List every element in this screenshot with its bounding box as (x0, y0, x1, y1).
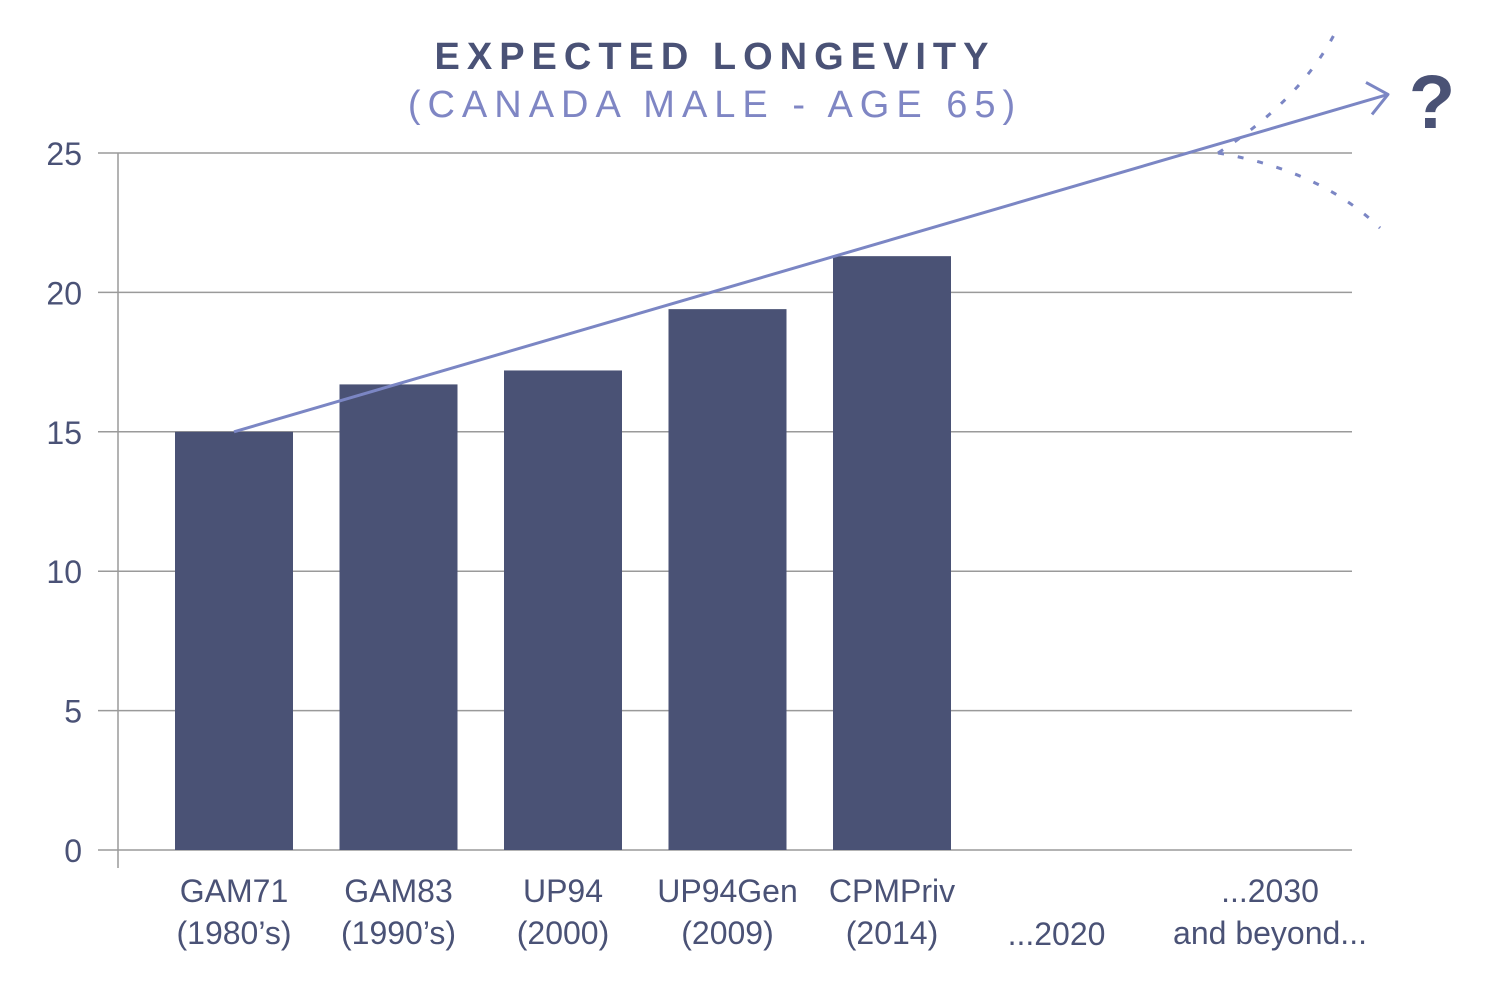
chart-subtitle: (CANADA MALE - AGE 65) (407, 84, 1023, 126)
y-tick-label: 25 (46, 136, 82, 172)
x-tick-label: UP94Gen (657, 873, 798, 909)
x-tick-label: CPMPriv (829, 873, 955, 909)
bar (175, 431, 293, 850)
x-tick-label: (2014) (846, 915, 939, 951)
y-tick-label: 5 (64, 694, 82, 730)
bar (339, 384, 458, 850)
x-tick-label: (1990’s) (341, 915, 456, 951)
trend-lower-bound (1217, 151, 1382, 230)
x-tick-label: GAM71 (180, 873, 288, 909)
bar (668, 309, 787, 850)
x-tick-label: ...2030 (1221, 873, 1319, 909)
x-tick-label: (2000) (517, 915, 610, 951)
chart-title: EXPECTED LONGEVITY (434, 36, 996, 78)
bar (833, 256, 951, 850)
bar (504, 370, 622, 850)
x-tick-label: (2009) (681, 915, 774, 951)
y-tick-label: 20 (46, 275, 82, 311)
uncertainty-question-mark: ? (1409, 60, 1455, 145)
trend-line (233, 93, 1389, 434)
trend-upper-bound (1217, 32, 1337, 155)
x-tick-label: GAM83 (344, 873, 452, 909)
x-tick-label: ...2020 (1008, 916, 1106, 952)
y-tick-label: 15 (46, 415, 82, 451)
y-tick-label: 10 (46, 554, 82, 590)
trend-arrowhead (1365, 81, 1390, 116)
x-tick-label: and beyond... (1173, 915, 1367, 951)
y-tick-label: 0 (64, 833, 82, 869)
x-tick-label: UP94 (523, 873, 603, 909)
x-tick-label: (1980’s) (176, 915, 291, 951)
